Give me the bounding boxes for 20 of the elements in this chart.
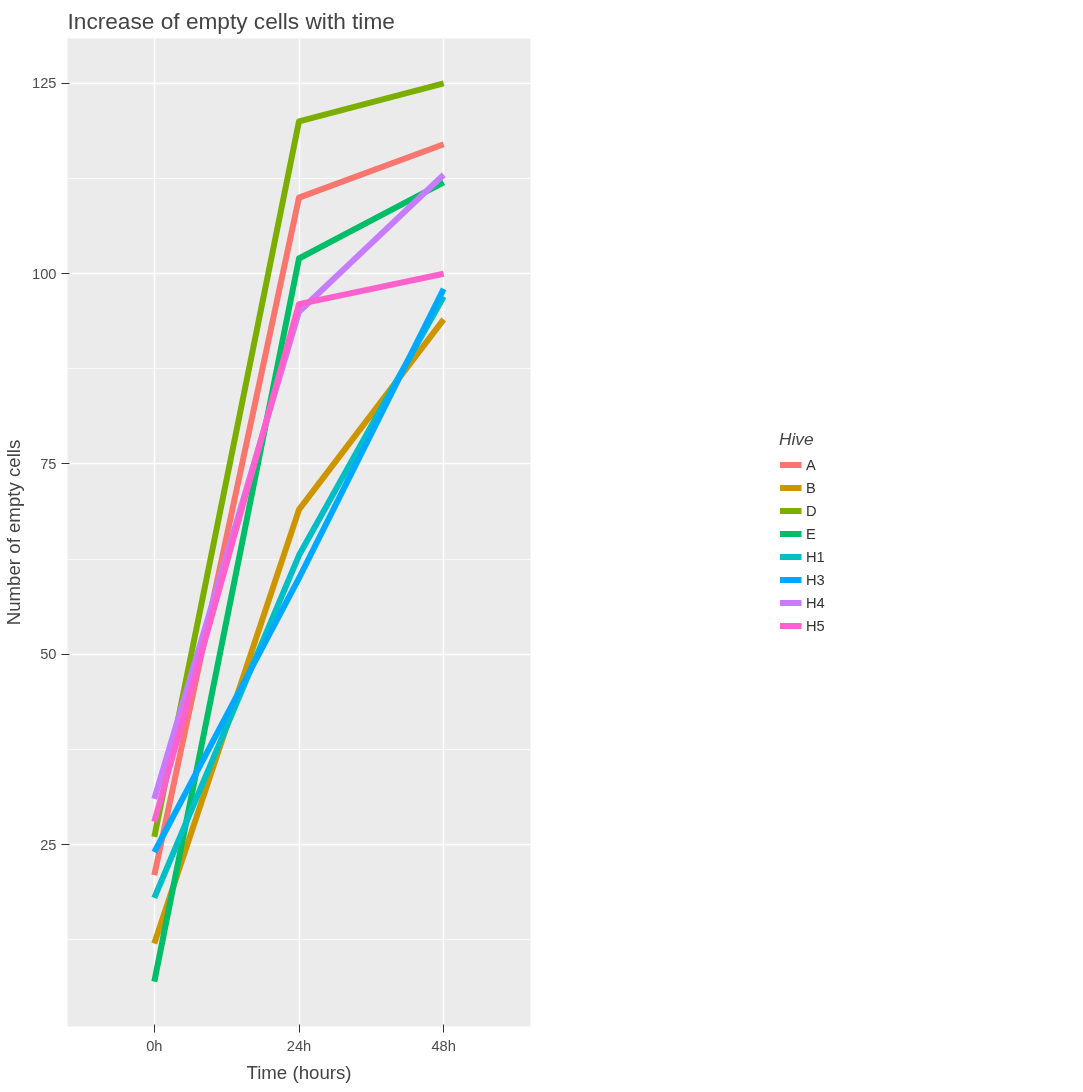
y-tick-label: 50 — [40, 646, 57, 663]
x-tick-label: 24h — [286, 1037, 312, 1054]
legend-label: H3 — [806, 571, 826, 588]
x-tick-label: 0h — [146, 1037, 163, 1054]
y-tick-label: 100 — [32, 265, 57, 282]
legend-label: A — [806, 456, 817, 473]
y-tick-label: 75 — [40, 455, 57, 472]
x-tick-label: 48h — [431, 1037, 456, 1054]
legend-label: H4 — [806, 594, 826, 611]
legend-label: H1 — [806, 548, 826, 565]
y-axis-title: Number of empty cells — [3, 439, 25, 626]
legend-label: E — [806, 525, 817, 542]
legend-label: D — [806, 502, 818, 519]
legend-label: H5 — [806, 617, 826, 634]
y-tick-label: 125 — [32, 75, 57, 92]
x-axis-title: Time (hours) — [246, 1061, 352, 1083]
chart-title: Increase of empty cells with time — [67, 7, 395, 34]
legend-title: Hive — [779, 428, 815, 450]
y-tick-label: 25 — [40, 836, 57, 853]
legend-label: B — [806, 479, 817, 496]
